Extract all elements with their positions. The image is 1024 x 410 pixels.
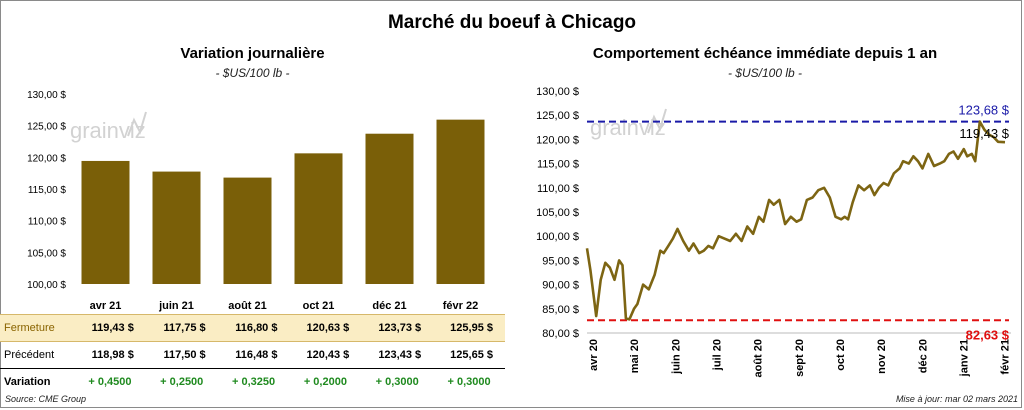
y-tick-label: 90,00 $ [542, 280, 579, 292]
table-cell: 120,63 $ [289, 314, 362, 342]
table-row-precedent: Précédent 118,98 $ 117,50 $ 116,48 $ 120… [0, 341, 505, 369]
table-cell: + 0,3250 [232, 376, 276, 388]
y-tick-label: 110,00 $ [537, 183, 579, 195]
y-tick-label: 125,00 $ [536, 110, 579, 122]
row-label: Variation [4, 376, 51, 388]
table-cell: 117,50 $ [145, 341, 218, 369]
table-cell: + 0,3000 [375, 376, 419, 388]
x-tick-label: déc 20 [917, 339, 929, 373]
table-cell: 116,80 $ [217, 314, 290, 342]
x-tick-label: févr 21 [1000, 339, 1012, 374]
y-tick-label: 115,00 $ [537, 159, 579, 171]
page-title: Marché du boeuf à Chicago [387, 12, 637, 33]
table-row-variation: Variation + 0,4500 + 0,2500 + 0,3250 + 0… [0, 369, 505, 396]
x-tick-label: juil 20 [712, 339, 724, 371]
x-tick-label: nov 20 [876, 339, 888, 374]
y-tick-label: 130,00 $ [27, 90, 66, 101]
y-tick-label: 100,00 $ [27, 280, 66, 291]
table-cell: 116,48 $ [217, 341, 290, 369]
max-value-label: 123,68 $ [958, 103, 1009, 118]
table-cell: 123,73 $ [361, 314, 434, 342]
y-tick-label: 95,00 $ [542, 255, 579, 267]
table-cell: 117,75 $ [145, 314, 218, 342]
watermark-mark [647, 108, 667, 134]
table-cell: 118,98 $ [74, 341, 146, 369]
watermark-mark [127, 111, 147, 137]
bar [294, 153, 343, 284]
y-tick-label: 105,00 $ [536, 207, 579, 219]
last-value-label: 119,43 $ [959, 126, 1009, 141]
x-tick-label: avr 20 [588, 339, 600, 371]
table-cell: 120,43 $ [289, 341, 362, 369]
bar [223, 177, 272, 284]
table-cell: 123,43 $ [361, 341, 434, 369]
row-label: Fermeture [0, 314, 74, 342]
table-cell: + 0,3000 [447, 376, 491, 388]
y-tick-label: 80,00 $ [542, 328, 579, 340]
bar [436, 119, 485, 285]
x-tick-label: juin 20 [670, 339, 682, 375]
x-tick-label: oct 21 [303, 300, 335, 312]
x-tick-label: sept 20 [794, 339, 806, 377]
price-table: Fermeture 119,43 $ 117,75 $ 116,80 $ 120… [0, 314, 505, 395]
table-row-fermeture: Fermeture 119,43 $ 117,75 $ 116,80 $ 120… [0, 314, 505, 342]
line-chart: 80,00 $ 85,00 $ 90,00 $ 95,00 $ 100,00 $ 105,… [536, 86, 1012, 378]
y-tick-label: 115,00 $ [28, 185, 67, 196]
y-tick-label: 105,00 $ [27, 248, 66, 259]
series-line [585, 120, 1006, 321]
left-chart-subtitle: - $US/100 lb - [215, 66, 290, 80]
x-tick-label: févr 22 [443, 300, 478, 312]
table-cell: + 0,2500 [160, 376, 204, 388]
x-tick-label: déc 21 [372, 300, 406, 312]
x-tick-label: août 20 [753, 339, 765, 378]
table-cell: 125,65 $ [433, 341, 505, 369]
source-note: Source: CME Group [5, 394, 87, 404]
min-value-label: 82,63 $ [966, 327, 1010, 342]
y-tick-label: 120,00 $ [27, 153, 66, 164]
y-tick-label: 120,00 $ [536, 134, 579, 146]
table-cell: 119,43 $ [74, 314, 146, 342]
x-tick-label: mai 20 [629, 339, 641, 373]
table-cell: + 0,4500 [88, 376, 132, 388]
y-tick-label: 110,00 $ [28, 217, 67, 228]
y-tick-label: 125,00 $ [27, 122, 66, 133]
x-tick-label: avr 21 [90, 300, 122, 312]
x-tick-label: janv 21 [959, 339, 971, 377]
y-tick-label: 100,00 $ [536, 231, 579, 243]
x-tick-label: août 21 [228, 300, 267, 312]
x-tick-label: juin 21 [158, 300, 194, 312]
left-chart-title: Variation journalière [180, 45, 325, 62]
table-cell: 125,95 $ [433, 314, 505, 342]
bar-chart: 100,00 $ 105,00 $ 110,00 $ 115,00 $ 120,00 $… [27, 90, 485, 312]
right-chart-subtitle: - $US/100 lb - [727, 66, 803, 80]
x-tick-label: oct 20 [835, 339, 847, 371]
y-tick-label: 130,00 $ [536, 86, 579, 98]
bar [152, 171, 201, 284]
table-cell: + 0,2000 [303, 376, 347, 388]
row-label: Précédent [0, 341, 74, 369]
right-chart-title: Comportement échéance immédiate depuis 1… [592, 45, 938, 62]
y-tick-label: 85,00 $ [542, 304, 579, 316]
bar [81, 160, 130, 284]
update-note: Mise à jour: mar 02 mars 2021 [895, 394, 1018, 404]
bar [365, 133, 414, 284]
